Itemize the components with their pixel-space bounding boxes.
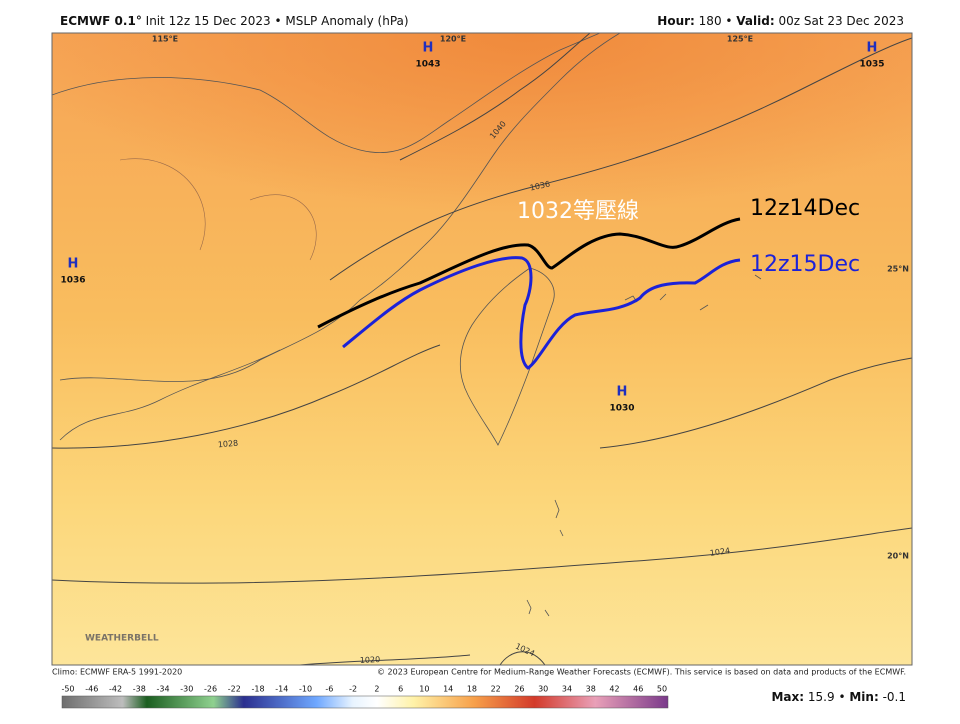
colorbar-tick-label: 50 [657, 685, 667, 694]
isobar-label: 1020 [360, 655, 381, 665]
high-value: 1030 [609, 404, 634, 414]
isobar-label: 1024 [709, 546, 730, 558]
colorbar-tick-label: -6 [325, 685, 333, 694]
hour-label: Hour: [657, 14, 695, 28]
colorbar-tick-label: 30 [538, 685, 548, 694]
longitude-label: 115°E [152, 35, 178, 44]
header-right: Hour: 180 • Valid: 00z Sat 23 Dec 2023 [657, 14, 904, 28]
high-value: 1043 [415, 60, 440, 70]
colorbar-tick-label: 2 [374, 685, 379, 694]
separator: • [838, 690, 845, 704]
colorbar-tick-label: 46 [633, 685, 643, 694]
hour: 180 • [699, 14, 733, 28]
isobar-12z15dec [342, 256, 741, 370]
copyright: © 2023 European Centre for Medium-Range … [377, 668, 906, 677]
map-frame [51, 32, 913, 666]
isobar [51, 527, 913, 584]
taiwan [459, 267, 555, 446]
model: ECMWF 0.1° [60, 14, 142, 28]
colorbar-tick-label: -34 [157, 685, 170, 694]
colorbar-tick-label: -10 [299, 685, 312, 694]
borders [119, 158, 317, 261]
colorbar-tick-label: 34 [562, 685, 572, 694]
coast [59, 32, 621, 382]
isobar [329, 37, 913, 281]
colorbar-tick-label: -50 [61, 685, 74, 694]
high-symbol: H [68, 257, 79, 272]
annotation-isobar: 1032等壓線 [517, 199, 639, 224]
high-value: 1035 [859, 60, 884, 70]
high-symbol: H [867, 41, 878, 56]
islands [624, 274, 762, 311]
coast [59, 349, 281, 441]
isobar-label: 1036 [529, 179, 551, 192]
min-label: Min: [849, 690, 878, 704]
isobar [51, 344, 441, 449]
colorbar-tick-label: -42 [109, 685, 122, 694]
colorbar-tick-label: 14 [443, 685, 453, 694]
valid-label: Valid: [736, 14, 774, 28]
coastlines [51, 32, 762, 617]
colorbar-tick-label: -14 [275, 685, 288, 694]
high-symbol: H [617, 385, 628, 400]
isobar [399, 32, 591, 161]
high-value: 1036 [60, 276, 85, 286]
watermark: WEATHERBELL [85, 634, 159, 644]
high-symbol: H [423, 41, 434, 56]
colorbar-tick-label: 6 [398, 685, 403, 694]
colorbar-tick-label: -18 [252, 685, 265, 694]
longitude-label: 125°E [727, 35, 753, 44]
valid: 00z Sat 23 Dec 2023 [778, 14, 904, 28]
colorbar-tick-label: 18 [467, 685, 477, 694]
colorbar-tick-label: -30 [180, 685, 193, 694]
max-label: Max: [771, 690, 804, 704]
isobar [299, 651, 546, 666]
annotation-12z14dec: 12z14Dec [750, 196, 860, 221]
longitude-label: 120°E [440, 35, 466, 44]
colorbar-tick-label: 22 [491, 685, 501, 694]
latitude-label: 20°N [887, 552, 909, 561]
isobar [599, 357, 913, 449]
colorbar-tick-label: 10 [419, 685, 429, 694]
init: Init 12z 15 Dec 2023 • MSLP Anomaly (hPa… [146, 14, 409, 28]
header-left: ECMWF 0.1° Init 12z 15 Dec 2023 • MSLP A… [60, 14, 409, 28]
min: -0.1 [883, 690, 906, 704]
colorbar-tick-label: -46 [85, 685, 98, 694]
colorbar [61, 695, 669, 709]
colorbar-tick-label: 38 [586, 685, 596, 694]
colorbar-tick-label: 42 [609, 685, 619, 694]
max: 15.9 [808, 690, 835, 704]
isobar-label: 1028 [217, 439, 238, 450]
colorbar-tick-label: -22 [228, 685, 241, 694]
colorbar-tick-label: -2 [349, 685, 357, 694]
high-pressure-shading [52, 33, 912, 333]
isobar-12z14dec [317, 217, 741, 329]
colorbar-tick-label: -26 [204, 685, 217, 694]
map: 1032等壓線 12z14Dec 12z15Dec WEATHERBELL [51, 32, 913, 666]
stats: Max: 15.9 • Min: -0.1 [771, 690, 906, 704]
colorbar-tick-label: 26 [514, 685, 524, 694]
islands [526, 499, 564, 617]
isobars [51, 32, 913, 666]
annotation-12z15dec: 12z15Dec [750, 252, 860, 277]
latitude-label: 25°N [887, 265, 909, 274]
coast [51, 32, 601, 154]
climo: Climo: ECMWF ERA-5 1991-2020 [52, 668, 182, 677]
colorbar-tick-label: -38 [133, 685, 146, 694]
